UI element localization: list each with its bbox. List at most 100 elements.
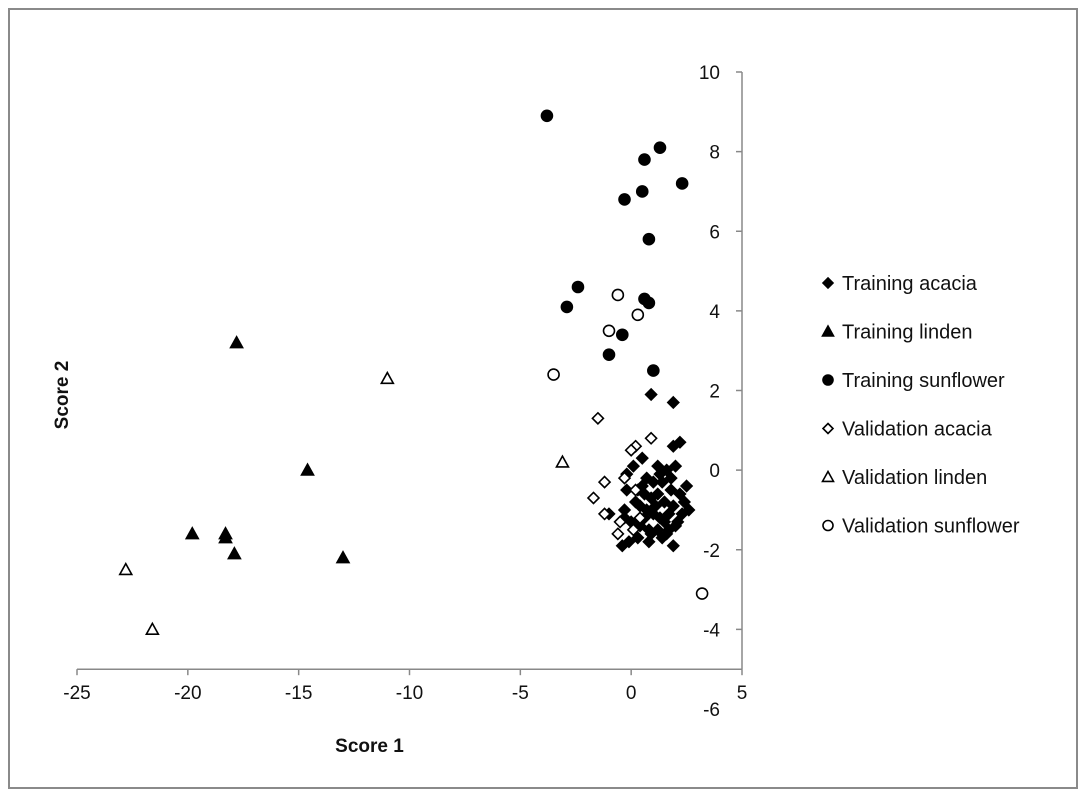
data-point: [618, 193, 631, 206]
data-point: [227, 546, 242, 560]
legend-label: Validation acacia: [842, 419, 993, 441]
data-point: [642, 296, 656, 310]
legend-label: Validation sunflower: [842, 516, 1020, 538]
series-validation-acacia: [586, 411, 658, 541]
data-point: [118, 562, 134, 576]
legend-item: Validation linden: [821, 467, 987, 489]
y-tick-label: 2: [709, 382, 720, 403]
legend-marker: [821, 324, 835, 337]
legend-item: Training linden: [821, 322, 972, 344]
data-point: [547, 368, 560, 381]
data-point: [145, 621, 160, 635]
data-point: [666, 395, 680, 410]
x-tick-label: -25: [63, 683, 90, 704]
data-point: [617, 471, 632, 485]
legend-label: Training sunflower: [842, 370, 1005, 392]
data-point: [651, 487, 665, 501]
legend-label: Training acacia: [842, 273, 978, 295]
legend-item: Training sunflower: [822, 370, 1005, 392]
y-tick-label: -2: [703, 541, 720, 562]
data-point: [642, 232, 656, 246]
data-point: [666, 539, 680, 553]
series-validation-sunflower: [547, 288, 709, 600]
data-point: [615, 328, 629, 342]
data-point: [666, 499, 680, 513]
data-point: [638, 153, 651, 166]
y-axis-title: Score 2: [52, 361, 73, 430]
y-tick-label: 0: [709, 461, 720, 482]
data-point: [628, 495, 643, 509]
x-tick-label: -5: [512, 683, 529, 704]
data-point: [602, 324, 616, 338]
y-tick-label: -4: [703, 620, 720, 641]
data-point: [184, 526, 200, 540]
series-training-acacia: [602, 387, 696, 553]
x-tick-label: -20: [174, 683, 201, 704]
data-point: [635, 185, 649, 198]
x-tick-label: 0: [626, 683, 637, 704]
data-point: [597, 475, 612, 489]
data-point: [620, 483, 634, 497]
series-validation-linden: [118, 370, 570, 635]
y-tick-label: 4: [709, 302, 720, 323]
data-point: [653, 141, 667, 154]
data-point: [611, 288, 625, 302]
data-point: [631, 308, 645, 322]
y-tick-label: 10: [699, 63, 720, 84]
legend: Training acacia Training linden Training s…: [821, 273, 1020, 538]
legend-item: Training acacia: [821, 273, 978, 295]
data-point: [602, 348, 616, 361]
legend-item: Validation sunflower: [822, 516, 1020, 538]
data-point: [646, 475, 660, 489]
data-point: [615, 539, 629, 553]
data-point: [673, 487, 687, 501]
data-point: [597, 507, 612, 521]
legend-label: Training linden: [842, 322, 972, 344]
data-point: [662, 507, 676, 521]
data-point: [229, 335, 244, 349]
x-tick-label: 5: [737, 683, 748, 704]
data-point: [379, 370, 395, 385]
data-point: [653, 467, 667, 481]
legend-marker: [822, 374, 834, 386]
x-axis-title: Score 1: [335, 736, 404, 757]
data-point: [633, 511, 647, 525]
data-point: [644, 527, 658, 541]
data-point: [628, 483, 643, 497]
data-point: [218, 530, 233, 544]
chart-frame: [8, 8, 1078, 789]
data-point: [673, 435, 687, 449]
data-point: [648, 499, 663, 513]
legend-marker: [821, 469, 835, 483]
data-points: [118, 109, 709, 635]
data-point: [631, 531, 645, 545]
data-point: [591, 411, 605, 426]
series-training-sunflower: [540, 109, 689, 377]
series-training-linden: [184, 335, 351, 564]
data-point: [668, 459, 683, 473]
data-point: [560, 300, 574, 314]
data-point: [675, 507, 689, 521]
data-point: [571, 280, 585, 294]
legend-item: Validation acacia: [821, 419, 993, 441]
y-ticks: -6 -4 -2 0 2 4 6 8 10: [699, 63, 742, 721]
x-ticks: -25 -20 -15 -10 -5 0 5: [63, 669, 747, 704]
x-tick-label: -15: [285, 683, 312, 704]
x-tick-label: -10: [396, 683, 423, 704]
data-point: [644, 387, 658, 402]
data-point: [657, 515, 672, 529]
legend-marker: [821, 422, 835, 435]
data-point: [335, 550, 351, 564]
y-tick-label: 6: [709, 222, 720, 243]
data-point: [540, 109, 554, 123]
data-point: [664, 483, 678, 497]
data-point: [626, 459, 641, 473]
data-point: [679, 479, 694, 493]
data-point: [662, 523, 676, 537]
data-point: [611, 527, 625, 541]
data-point: [677, 495, 691, 509]
data-point: [644, 431, 658, 445]
data-point: [613, 515, 627, 529]
legend-marker: [821, 276, 835, 290]
y-tick-label: -6: [703, 700, 720, 721]
